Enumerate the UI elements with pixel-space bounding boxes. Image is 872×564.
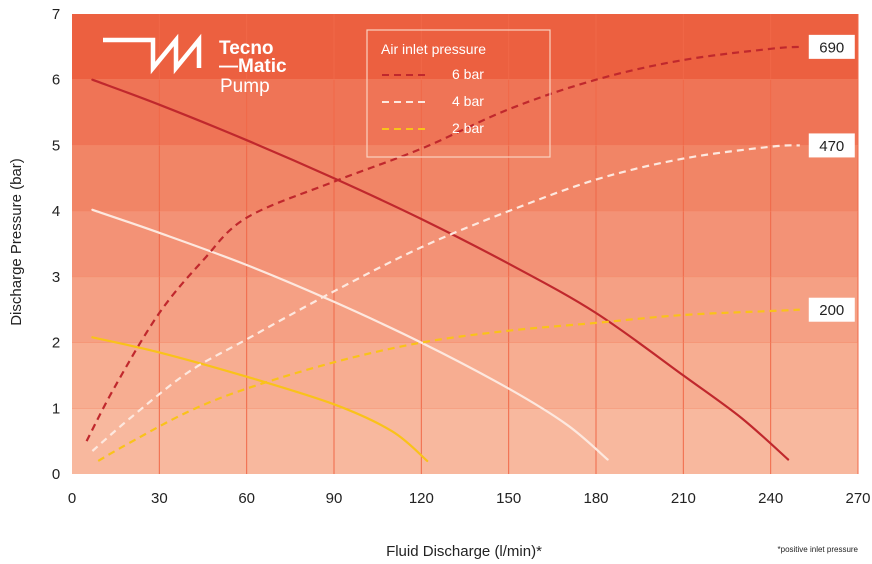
logo-line2: —Matic [219,56,287,77]
y-tick-labels: 0 1 2 3 4 5 6 7 [52,6,60,483]
x-tick-label: 30 [151,490,168,507]
y-tick-label: 4 [52,203,60,220]
legend-label: 6 bar [452,66,484,82]
x-tick-label: 0 [68,490,76,507]
series-line-pressure-6-bar [91,78,790,461]
pressure-band [72,408,858,474]
logo-line3: Pump [220,76,270,97]
y-tick-label: 5 [52,137,60,154]
legend-box [366,29,551,158]
end-label-2-bar: 200 [819,302,844,319]
series-line-air-4-bar [91,144,800,452]
grid [72,14,859,474]
x-tick-label: 150 [496,490,521,507]
legend-entries: 6 bar 4 bar 2 bar [382,66,484,136]
y-tick-label: 3 [52,269,60,286]
series [85,45,800,462]
series-line-air-6-bar [85,45,800,442]
end-labels: 690 470 200 [808,34,855,322]
series-line-air-2-bar [97,308,800,462]
end-label-6-bar: 690 [819,39,844,56]
legend-label: 4 bar [452,93,484,109]
end-label-4-bar: 470 [819,138,844,155]
pressure-bands [72,14,858,474]
y-tick-label: 6 [52,72,60,89]
y-tick-label: 1 [52,400,60,417]
x-tick-label: 120 [409,490,434,507]
series-line-pressure-4-bar [91,208,609,461]
pressure-band [72,145,858,212]
footnote: *positive inlet pressure [778,545,859,554]
x-tick-label: 210 [671,490,696,507]
legend: Air inlet pressure 6 bar 4 bar 2 bar [366,29,551,158]
y-tick-label: 0 [52,466,60,483]
x-axis-title: Fluid Discharge (l/min)* [386,543,542,560]
pressure-band [72,276,858,343]
logo-mark [103,33,202,75]
x-tick-labels: 0 30 60 90 120 150 180 210 240 270 [68,490,871,507]
logo-line1: Tecno [219,38,274,59]
x-tick-label: 270 [845,490,870,507]
y-tick-label: 7 [52,6,60,23]
y-tick-label: 2 [52,335,60,352]
series-line-pressure-2-bar [91,336,429,462]
x-tick-label: 90 [326,490,343,507]
pressure-band [72,342,858,409]
pressure-band [72,14,858,80]
end-label-box [808,34,855,59]
legend-label: 2 bar [452,120,484,136]
legend-title: Air inlet pressure [381,41,486,57]
end-label-box [808,133,855,158]
x-tick-label: 60 [238,490,255,507]
pressure-band [72,79,858,146]
x-tick-label: 180 [583,490,608,507]
pressure-band [72,211,858,277]
end-label-box [808,297,855,322]
x-tick-label: 240 [758,490,783,507]
brand-logo: Tecno —Matic Pump [103,33,287,97]
y-axis-title: Discharge Pressure (bar) [8,158,25,326]
